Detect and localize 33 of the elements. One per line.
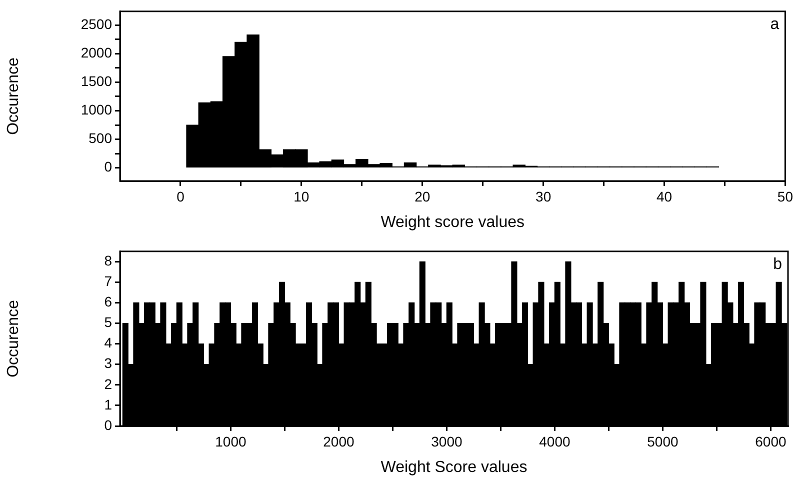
x-tick-label: 10	[294, 188, 310, 204]
annotation: b	[773, 256, 782, 273]
x-tick-label: 20	[414, 188, 430, 204]
y-tick-label: 5	[104, 314, 112, 330]
annotation: a	[770, 16, 780, 33]
y-tick-label: 2	[104, 376, 112, 392]
y-tick-label: 3	[104, 355, 112, 372]
x-tick-label: 40	[656, 188, 672, 204]
y-tick-label: 1000	[80, 102, 112, 118]
x-tick-label: 30	[536, 188, 552, 204]
x-axis-title: Weight score values	[380, 214, 524, 231]
y-tick-label: 7	[104, 273, 112, 290]
x-tick-label: 5000	[647, 433, 678, 450]
y-tick-label: 8	[104, 252, 112, 269]
y-tick-label: 4	[104, 334, 112, 351]
x-tick-label: 3000	[431, 433, 462, 450]
x-tick-label: 50	[777, 188, 794, 204]
y-axis-title: Occurence	[5, 57, 22, 135]
y-tick-label: 6	[104, 294, 112, 310]
y-tick-label: 1	[104, 396, 112, 412]
x-tick-label: 1000	[215, 433, 246, 450]
y-tick-label: 2500	[80, 16, 112, 32]
x-tick-label: 2000	[323, 433, 354, 450]
y-tick-label: 0	[104, 416, 112, 433]
x-tick-label: 0	[176, 188, 185, 204]
x-tick-label: 6000	[755, 433, 786, 450]
x-axis-title: Weight Score values	[380, 458, 528, 476]
y-tick-label: 500	[88, 130, 112, 146]
y-tick-label: 2000	[80, 44, 112, 61]
y-tick-label: 1500	[80, 73, 112, 90]
y-tick-label: 0	[104, 158, 112, 175]
y-axis-title: Occurence	[5, 300, 22, 378]
x-tick-label: 4000	[539, 433, 570, 450]
